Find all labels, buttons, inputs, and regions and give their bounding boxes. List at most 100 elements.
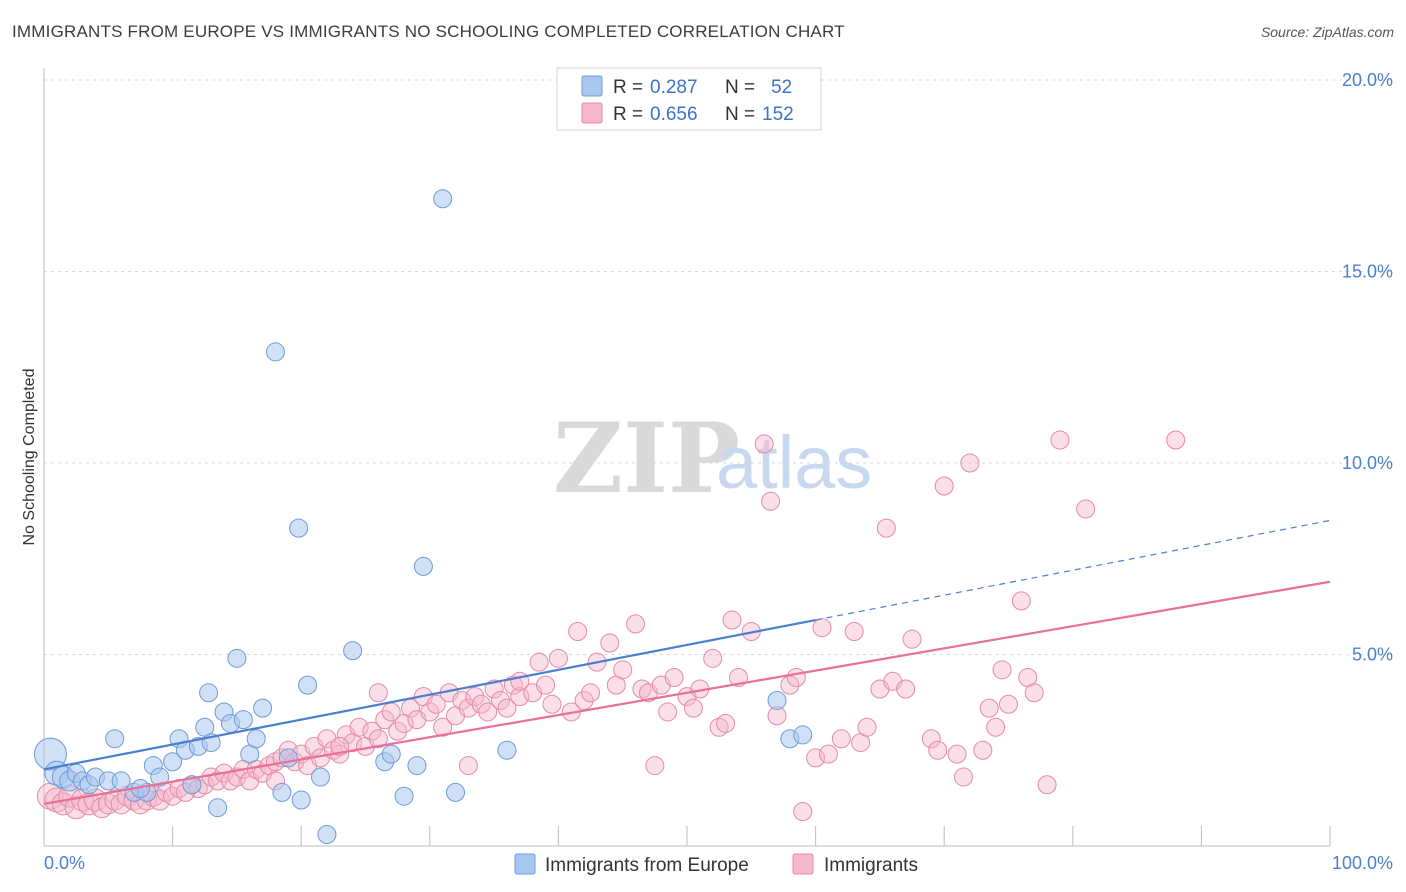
point-europe bbox=[310, 767, 330, 787]
point-immigrants bbox=[163, 786, 183, 806]
trend-line-europe-extension bbox=[815, 519, 1331, 621]
point-europe bbox=[289, 518, 309, 538]
point-immigrants bbox=[433, 717, 453, 737]
series-europe-points bbox=[33, 189, 813, 845]
point-europe bbox=[105, 729, 125, 749]
point-immigrants bbox=[420, 702, 440, 722]
point-immigrants bbox=[934, 476, 954, 496]
point-immigrants bbox=[953, 767, 973, 787]
point-europe bbox=[446, 782, 466, 802]
point-immigrants bbox=[548, 648, 568, 668]
legend-swatch-immigrants bbox=[581, 102, 603, 124]
point-immigrants bbox=[362, 721, 382, 741]
point-europe bbox=[182, 775, 202, 795]
point-immigrants bbox=[368, 729, 388, 749]
point-europe bbox=[767, 690, 787, 710]
legend-r-value-europe: 0.287 bbox=[650, 77, 698, 98]
point-europe bbox=[394, 786, 414, 806]
point-immigrants bbox=[478, 702, 498, 722]
watermark-zip: ZIP bbox=[553, 402, 740, 515]
trend-line-immigrants bbox=[43, 580, 1331, 805]
chart-source: Source: ZipAtlas.com bbox=[1260, 24, 1394, 40]
y-tick-label: 20.0% bbox=[1342, 70, 1393, 90]
point-europe bbox=[433, 189, 453, 209]
y-tick-labels: 5.0% 10.0% 15.0% 20.0% bbox=[1342, 70, 1393, 665]
point-immigrants bbox=[375, 710, 395, 730]
x-tick-label-min: 0.0% bbox=[44, 853, 85, 873]
legend-n-label-europe: N = bbox=[725, 77, 755, 98]
point-immigrants bbox=[568, 622, 588, 642]
x-axis-ticks bbox=[43, 826, 1331, 846]
point-immigrants bbox=[491, 690, 511, 710]
point-europe bbox=[343, 641, 363, 661]
point-immigrants bbox=[458, 698, 478, 718]
bottom-legend-label-europe: Immigrants from Europe bbox=[545, 855, 749, 876]
point-immigrants bbox=[465, 687, 485, 707]
legend-n-label-immigrants: N = bbox=[725, 104, 755, 125]
point-immigrants bbox=[600, 633, 620, 653]
point-immigrants bbox=[1050, 430, 1070, 450]
point-immigrants bbox=[626, 614, 646, 634]
y-tick-label: 10.0% bbox=[1342, 453, 1393, 473]
point-immigrants bbox=[793, 802, 813, 822]
point-immigrants bbox=[497, 698, 517, 718]
point-immigrants bbox=[728, 667, 748, 687]
point-immigrants bbox=[1037, 775, 1057, 795]
point-immigrants bbox=[1024, 683, 1044, 703]
point-immigrants bbox=[426, 694, 446, 714]
point-europe bbox=[413, 556, 433, 576]
point-immigrants bbox=[529, 652, 549, 672]
point-immigrants bbox=[754, 434, 774, 454]
point-europe bbox=[317, 825, 337, 845]
point-immigrants bbox=[484, 679, 504, 699]
point-immigrants bbox=[876, 518, 896, 538]
point-europe bbox=[199, 683, 219, 703]
point-immigrants bbox=[806, 748, 826, 768]
point-immigrants bbox=[761, 491, 781, 511]
point-immigrants bbox=[986, 717, 1006, 737]
trend-line-europe bbox=[43, 618, 816, 771]
point-immigrants bbox=[613, 660, 633, 680]
legend-n-value-europe: 52 bbox=[771, 77, 792, 98]
point-europe bbox=[793, 725, 813, 745]
point-immigrants bbox=[999, 694, 1018, 714]
point-europe bbox=[381, 744, 401, 764]
point-europe bbox=[246, 729, 266, 749]
trend-lines bbox=[43, 519, 1331, 805]
point-immigrants bbox=[722, 610, 742, 630]
point-immigrants bbox=[844, 622, 864, 642]
point-immigrants bbox=[1076, 499, 1096, 519]
point-immigrants bbox=[458, 756, 478, 776]
point-immigrants bbox=[227, 767, 247, 787]
point-immigrants bbox=[368, 683, 388, 703]
point-immigrants bbox=[452, 690, 472, 710]
point-immigrants bbox=[703, 648, 723, 668]
point-immigrants bbox=[658, 702, 678, 722]
point-immigrants bbox=[683, 698, 703, 718]
legend-r-label-immigrants: R = bbox=[613, 104, 643, 125]
point-europe bbox=[253, 698, 273, 718]
point-immigrants bbox=[349, 717, 369, 737]
point-immigrants bbox=[388, 721, 408, 741]
legend-box: R = 0.287 N = 52 R = 0.656 N = 152 bbox=[556, 67, 822, 131]
point-europe bbox=[150, 767, 170, 787]
point-immigrants bbox=[928, 740, 948, 760]
y-tick-label: 5.0% bbox=[1352, 645, 1393, 665]
point-europe bbox=[163, 752, 183, 772]
point-immigrants bbox=[471, 694, 491, 714]
point-immigrants bbox=[104, 789, 126, 811]
point-immigrants bbox=[831, 729, 851, 749]
point-europe bbox=[278, 748, 298, 768]
legend-r-value-immigrants: 0.656 bbox=[650, 104, 698, 125]
point-immigrants bbox=[536, 675, 556, 695]
bottom-legend-swatch-europe bbox=[514, 853, 536, 875]
point-immigrants bbox=[857, 717, 877, 737]
point-immigrants bbox=[716, 713, 736, 733]
point-immigrants bbox=[510, 687, 530, 707]
bottom-legend-swatch-immigrants bbox=[792, 853, 814, 875]
point-immigrants bbox=[973, 740, 993, 760]
point-europe bbox=[227, 648, 247, 668]
bottom-legend: Immigrants from Europe Immigrants bbox=[514, 853, 918, 876]
legend-r-label-europe: R = bbox=[613, 77, 643, 98]
